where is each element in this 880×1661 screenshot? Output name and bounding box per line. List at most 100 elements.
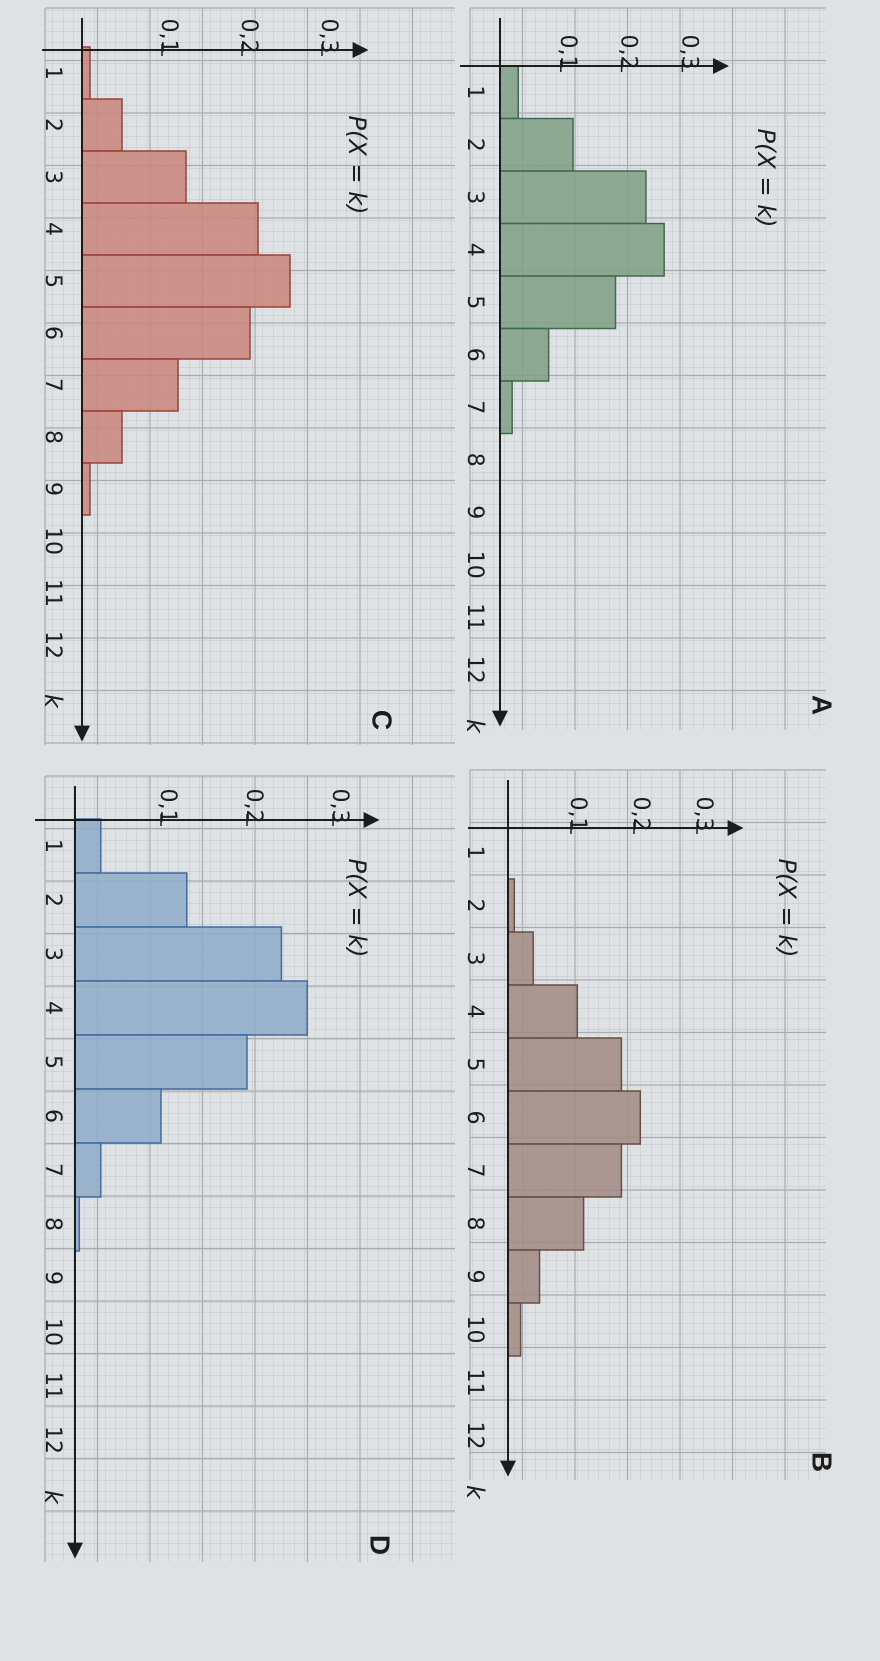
k-tick-label: 10 — [462, 551, 487, 579]
bar-c-k5 — [81, 254, 291, 308]
k-tick-label: 12 — [462, 656, 487, 684]
bar-d-k5 — [74, 1034, 248, 1090]
k-tick-label: 8 — [40, 430, 65, 444]
bar-a-k4 — [499, 222, 665, 277]
probability-axis-label: P(X = k) — [343, 116, 371, 215]
k-tick-label: 5 — [40, 1055, 65, 1069]
bar-b-k9 — [507, 1249, 541, 1304]
k-tick-label: 1 — [40, 66, 65, 80]
k-tick-label: 8 — [462, 1217, 487, 1231]
k-tick-label: 11 — [462, 603, 487, 631]
bar-a-k2 — [499, 117, 574, 172]
bar-b-k7 — [507, 1143, 623, 1198]
value-tick-label: 0,2 — [616, 35, 641, 70]
bar-c-k1 — [81, 46, 91, 100]
k-tick-label: 3 — [462, 952, 487, 966]
bar-d-k4 — [74, 980, 308, 1036]
value-tick-label: 0,3 — [676, 35, 701, 70]
value-tick-label: 0,1 — [155, 789, 180, 824]
k-tick-label: 3 — [40, 947, 65, 961]
value-tick-label: 0,1 — [565, 797, 590, 832]
k-tick-label: 2 — [40, 118, 65, 132]
bar-d-k7 — [74, 1142, 102, 1198]
k-tick-label: 11 — [462, 1369, 487, 1397]
k-tick-label: 12 — [40, 1426, 65, 1454]
k-tick-label: 10 — [462, 1316, 487, 1344]
panel-letter-c: C — [367, 710, 398, 730]
bar-c-k4 — [81, 202, 259, 256]
k-tick-label: 2 — [462, 899, 487, 913]
k-tick-label: 8 — [40, 1217, 65, 1231]
k-tick-label: 12 — [462, 1422, 487, 1450]
k-tick-label: 5 — [40, 274, 65, 288]
value-tick-label: 0,2 — [241, 789, 266, 824]
k-tick-label: 6 — [40, 1109, 65, 1123]
bar-b-k10 — [507, 1302, 522, 1357]
k-tick-label: 7 — [462, 400, 487, 414]
bar-d-k3 — [74, 926, 283, 982]
bar-a-k6 — [499, 327, 550, 382]
value-tick-label: 0,1 — [156, 19, 181, 54]
k-axis-label: k — [461, 1485, 489, 1500]
k-tick-label: 2 — [40, 893, 65, 907]
k-tick-label: 10 — [40, 527, 65, 555]
k-axis-label: k — [461, 719, 489, 734]
k-tick-label: 5 — [462, 295, 487, 309]
k-tick-label: 1 — [462, 85, 487, 99]
bar-a-k3 — [499, 170, 647, 225]
probability-axis-label: P(X = k) — [752, 129, 780, 228]
probability-axis-label: P(X = k) — [343, 859, 371, 958]
k-axis-label: k — [39, 694, 67, 709]
k-tick-label: 4 — [40, 1001, 65, 1015]
k-tick-label: 6 — [462, 348, 487, 362]
k-tick-label: 9 — [462, 1270, 487, 1284]
value-tick-label: 0,3 — [691, 797, 716, 832]
bar-c-k8 — [81, 410, 123, 464]
bar-c-k9 — [81, 462, 91, 516]
bar-d-k6 — [74, 1088, 162, 1144]
value-tick-label: 0,2 — [236, 19, 261, 54]
bar-a-k5 — [499, 275, 617, 330]
k-tick-label: 11 — [40, 1372, 65, 1400]
k-tick-label: 12 — [40, 631, 65, 659]
k-tick-label: 9 — [40, 1271, 65, 1285]
value-tick-label: 0,2 — [628, 797, 653, 832]
k-tick-label: 8 — [462, 453, 487, 467]
k-tick-label: 9 — [40, 482, 65, 496]
k-tick-label: 7 — [40, 1163, 65, 1177]
k-tick-label: 6 — [462, 1111, 487, 1125]
k-axis-label: k — [39, 1490, 67, 1505]
bar-b-k3 — [507, 931, 534, 986]
k-tick-label: 7 — [40, 378, 65, 392]
panel-letter-d: D — [365, 1535, 396, 1555]
bar-b-k6 — [507, 1090, 642, 1145]
k-tick-label: 1 — [462, 846, 487, 860]
bar-c-k6 — [81, 306, 251, 360]
k-tick-label: 11 — [40, 579, 65, 607]
bar-c-k7 — [81, 358, 179, 412]
bar-d-k1 — [74, 818, 102, 874]
k-tick-label: 4 — [40, 222, 65, 236]
k-tick-label: 4 — [462, 243, 487, 257]
probability-axis-label: P(X = k) — [773, 859, 801, 958]
value-tick-label: 0,3 — [327, 789, 352, 824]
k-tick-label: 2 — [462, 138, 487, 152]
k-tick-label: 1 — [40, 839, 65, 853]
bar-b-k5 — [507, 1037, 623, 1092]
bar-a-k7 — [499, 380, 513, 435]
bar-c-k3 — [81, 150, 187, 204]
panel-letter-a: A — [807, 695, 838, 715]
value-tick-label: 0,1 — [555, 35, 580, 70]
value-tick-label: 0,3 — [316, 19, 341, 54]
bar-a-k1 — [499, 65, 519, 120]
k-tick-label: 4 — [462, 1005, 487, 1019]
bar-b-k4 — [507, 984, 579, 1039]
bar-b-k8 — [507, 1196, 585, 1251]
k-tick-label: 10 — [40, 1318, 65, 1346]
k-tick-label: 7 — [462, 1164, 487, 1178]
